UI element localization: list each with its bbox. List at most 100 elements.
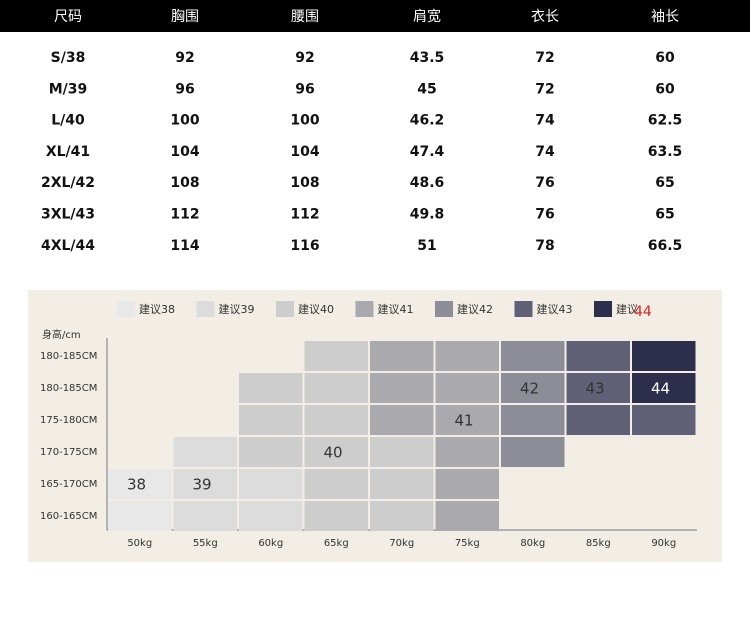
legend-swatch bbox=[514, 301, 533, 317]
size-cell bbox=[435, 501, 499, 531]
size-cell bbox=[370, 437, 434, 467]
size-cell bbox=[108, 469, 172, 499]
size-cell bbox=[173, 437, 237, 467]
size-cell bbox=[566, 341, 630, 371]
size-cell bbox=[370, 405, 434, 435]
y-tick-label: 175-180CM bbox=[40, 415, 97, 426]
legend-label: 建议42 bbox=[457, 302, 493, 316]
y-tick-label: 170-175CM bbox=[40, 447, 97, 458]
legend-swatch bbox=[435, 301, 453, 317]
size-cell bbox=[501, 405, 565, 435]
legend-swatch bbox=[355, 301, 374, 317]
legend-swatch bbox=[117, 301, 135, 317]
table-cell: 47.4 bbox=[410, 144, 445, 160]
table-cell: 72 bbox=[535, 81, 554, 97]
size-cell bbox=[566, 373, 630, 403]
table-cell: 60 bbox=[655, 50, 675, 66]
size-cell bbox=[304, 373, 368, 403]
size-cell bbox=[632, 405, 696, 435]
legend-swatch bbox=[196, 301, 215, 317]
size-cell bbox=[370, 373, 434, 403]
table-cell: 100 bbox=[170, 113, 199, 129]
header-bar bbox=[0, 0, 750, 32]
table-cell: 46.2 bbox=[410, 113, 445, 129]
table-cell: 65 bbox=[655, 175, 674, 191]
size-cell bbox=[173, 469, 237, 499]
table-cell: 96 bbox=[295, 81, 314, 97]
cell-label: 43 bbox=[586, 380, 605, 398]
x-tick-label: 70kg bbox=[389, 538, 414, 549]
legend-label: 建议40 bbox=[298, 302, 334, 316]
x-tick-label: 60kg bbox=[258, 538, 283, 549]
x-tick-label: 85kg bbox=[586, 538, 611, 549]
size-cell bbox=[632, 341, 696, 371]
table-cell: 60 bbox=[655, 81, 675, 97]
table-cell: 114 bbox=[170, 238, 199, 254]
legend-correction: 44 bbox=[634, 304, 652, 320]
table-cell: 92 bbox=[175, 50, 194, 66]
x-tick-label: 75kg bbox=[455, 538, 480, 549]
size-cell bbox=[304, 437, 368, 467]
x-tick-label: 90kg bbox=[651, 538, 676, 549]
table-cell: M/39 bbox=[49, 81, 88, 97]
table-cell: 72 bbox=[535, 50, 554, 66]
table-cell: 62.5 bbox=[648, 113, 683, 129]
size-cell bbox=[435, 437, 499, 467]
cell-label: 41 bbox=[455, 412, 474, 430]
size-cell bbox=[304, 501, 368, 531]
header-cell: 腰围 bbox=[291, 9, 319, 25]
table-cell: 49.8 bbox=[410, 207, 445, 223]
y-axis-title: 身高/cm bbox=[42, 328, 81, 341]
legend-swatch bbox=[594, 301, 612, 317]
size-cell bbox=[435, 341, 499, 371]
size-cell bbox=[239, 469, 303, 499]
size-cell bbox=[435, 469, 499, 499]
header-cell: 袖长 bbox=[651, 9, 679, 25]
header-cell: 胸围 bbox=[171, 9, 199, 25]
cell-label: 42 bbox=[520, 380, 539, 398]
size-cell bbox=[632, 373, 696, 403]
table-cell: 48.6 bbox=[410, 175, 445, 191]
table-cell: XL/41 bbox=[46, 144, 90, 160]
size-cell bbox=[435, 405, 499, 435]
table-cell: 74 bbox=[535, 113, 555, 129]
size-cell bbox=[239, 501, 303, 531]
cell-label: 38 bbox=[127, 476, 146, 494]
table-cell: 104 bbox=[170, 144, 199, 160]
legend-label: 建议41 bbox=[378, 302, 414, 316]
legend-label: 建议43 bbox=[537, 302, 573, 316]
table-cell: 66.5 bbox=[648, 238, 683, 254]
table-cell: 4XL/44 bbox=[41, 238, 95, 254]
table-cell: 63.5 bbox=[648, 144, 683, 160]
size-cell bbox=[108, 501, 172, 531]
table-cell: L/40 bbox=[51, 113, 85, 129]
table-cell: 112 bbox=[290, 207, 319, 223]
size-cell bbox=[239, 405, 303, 435]
size-cell bbox=[304, 469, 368, 499]
table-cell: 108 bbox=[290, 175, 319, 191]
legend-swatch bbox=[276, 301, 294, 317]
table-cell: 3XL/43 bbox=[41, 207, 95, 223]
table-cell: 100 bbox=[290, 113, 319, 129]
header-cell: 肩宽 bbox=[413, 8, 441, 25]
size-cell bbox=[501, 341, 565, 371]
table-cell: 45 bbox=[417, 81, 436, 97]
table-cell: 65 bbox=[655, 207, 674, 223]
table-cell: 92 bbox=[295, 50, 314, 66]
legend-label: 建议 bbox=[616, 302, 638, 316]
y-tick-label: 180-185CM bbox=[40, 351, 97, 362]
header-cell: 衣长 bbox=[531, 9, 559, 25]
table-cell: 2XL/42 bbox=[41, 175, 95, 191]
x-tick-label: 55kg bbox=[193, 538, 218, 549]
size-cell bbox=[435, 373, 499, 403]
size-cell bbox=[370, 469, 434, 499]
y-tick-label: 180-185CM bbox=[40, 383, 97, 394]
size-cell bbox=[173, 501, 237, 531]
table-cell: 74 bbox=[535, 144, 555, 160]
x-tick-label: 65kg bbox=[324, 538, 349, 549]
size-cell bbox=[566, 405, 630, 435]
cell-label: 44 bbox=[651, 380, 670, 398]
size-cell bbox=[370, 501, 434, 531]
